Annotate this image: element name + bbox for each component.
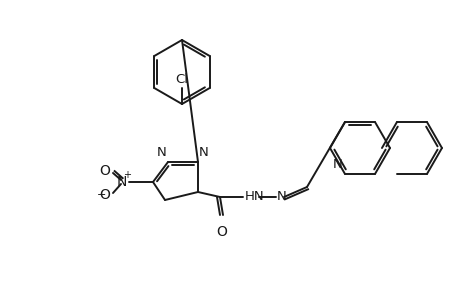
- Text: O: O: [99, 164, 110, 178]
- Text: N: N: [332, 158, 342, 171]
- Text: N: N: [117, 175, 127, 189]
- Text: Cl: Cl: [175, 73, 188, 86]
- Text: N: N: [199, 146, 208, 159]
- Text: O: O: [99, 188, 110, 202]
- Text: +: +: [123, 170, 131, 180]
- Text: −: −: [97, 190, 106, 200]
- Text: N: N: [276, 190, 286, 203]
- Text: O: O: [216, 225, 227, 239]
- Text: N: N: [157, 146, 167, 159]
- Text: HN: HN: [245, 190, 264, 203]
